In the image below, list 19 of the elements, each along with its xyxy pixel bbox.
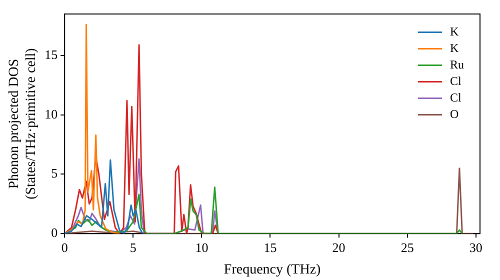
y-tick-label: 5 (51, 166, 58, 181)
legend-label: O (450, 106, 459, 121)
x-tick-label: 0 (61, 240, 68, 255)
y-tick-label: 10 (44, 106, 58, 122)
legend-label: Cl (450, 90, 462, 104)
x-tick-label: 5 (130, 240, 136, 255)
legend-label: Ru (450, 57, 464, 72)
x-tick-label: 20 (332, 240, 346, 255)
x-tick-label: 25 (400, 240, 414, 255)
y-axis-title: Phonon projected DOS (States/THz·primitive cell) (7, 48, 39, 200)
legend-label: K (450, 24, 459, 38)
y-tick-label: 0 (51, 225, 58, 240)
legend-label: K (450, 40, 459, 55)
legend-label: Cl (450, 74, 462, 88)
y-tick-label: 15 (44, 46, 58, 62)
x-tick-label: 30 (469, 240, 482, 255)
x-tick-label: 10 (195, 240, 208, 255)
x-tick-label: 15 (264, 240, 277, 255)
x-axis-title: Frequency (THz) (224, 262, 322, 278)
